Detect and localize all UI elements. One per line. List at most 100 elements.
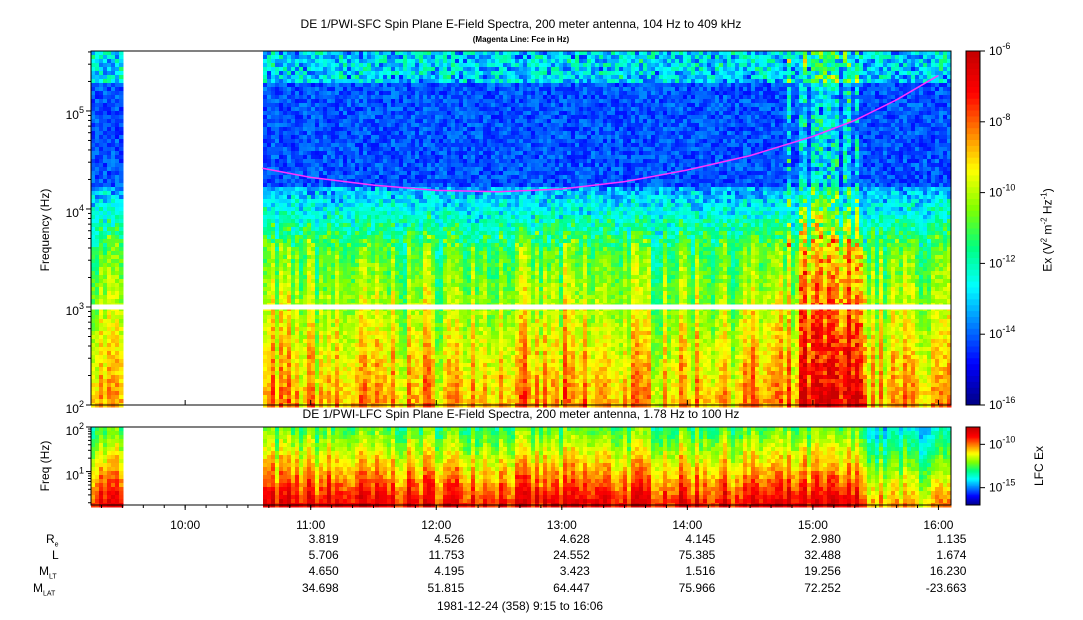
sfc-cell (859, 103, 864, 108)
sfc-cell (119, 99, 124, 104)
sfc-cell (555, 115, 560, 120)
sfc-cell (395, 139, 400, 144)
sfc-cell (547, 59, 552, 64)
sfc-cell (303, 143, 308, 148)
sfc-cell (595, 79, 600, 84)
sfc-cell (711, 111, 716, 116)
sfc-cell (707, 155, 712, 160)
sfc-cell (339, 55, 344, 60)
sfc-cell (299, 71, 304, 76)
sfc-cell (791, 87, 796, 92)
sfc-cell (339, 147, 344, 152)
sfc-cell (923, 67, 928, 72)
sfc-cell (583, 95, 588, 100)
sfc-cell (787, 151, 792, 156)
sfc-cell (643, 63, 648, 68)
sfc-cell (611, 67, 616, 72)
sfc-cell (427, 87, 432, 92)
sfc-cell (835, 99, 840, 104)
sfc-cell (919, 155, 924, 160)
sfc-cell (631, 151, 636, 156)
sfc-cell (903, 59, 908, 64)
sfc-cell (843, 63, 848, 68)
sfc-cell (443, 127, 448, 132)
sfc-cell (643, 115, 648, 120)
sfc-cell (931, 119, 936, 124)
sfc-cell (347, 67, 352, 72)
sfc-cell (679, 59, 684, 64)
sfc-cell (419, 103, 424, 108)
sfc-cell (295, 63, 300, 68)
sfc-cell (851, 139, 856, 144)
sfc-cell (463, 71, 468, 76)
sfc-cell (563, 51, 568, 56)
sfc-cell (363, 131, 368, 136)
sfc-cell (883, 79, 888, 84)
sfc-cell (803, 71, 808, 76)
sfc-cell (635, 143, 640, 148)
sfc-cell (791, 67, 796, 72)
sfc-cell (263, 71, 268, 76)
sfc-cell (315, 147, 320, 152)
sfc-cell (679, 71, 684, 76)
sfc-cell (263, 59, 268, 64)
sfc-cell (715, 95, 720, 100)
sfc-cell (467, 119, 472, 124)
sfc-cell (887, 115, 892, 120)
sfc-cell (607, 127, 612, 132)
sfc-cell (583, 99, 588, 104)
sfc-cell (811, 71, 816, 76)
sfc-cell (95, 159, 100, 164)
sfc-cell (679, 147, 684, 152)
sfc-cell (739, 127, 744, 132)
sfc-cell (567, 107, 572, 112)
sfc-cell (915, 91, 920, 96)
sfc-cell (799, 71, 804, 76)
sfc-cell (303, 139, 308, 144)
sfc-cell (355, 59, 360, 64)
sfc-cell (383, 123, 388, 128)
sfc-cell (859, 107, 864, 112)
sfc-cell (527, 103, 532, 108)
sfc-cell (911, 155, 916, 160)
sfc-cell (711, 135, 716, 140)
sfc-cell (783, 111, 788, 116)
sfc-cell (775, 71, 780, 76)
sfc-cell (659, 87, 664, 92)
sfc-cell (523, 75, 528, 80)
sfc-cell (579, 159, 584, 164)
sfc-cell (387, 159, 392, 164)
sfc-cell (291, 111, 296, 116)
sfc-cell (439, 79, 444, 84)
sfc-cell (847, 111, 852, 116)
sfc-cell (399, 131, 404, 136)
sfc-cell (607, 71, 612, 76)
sfc-cell (827, 127, 832, 132)
sfc-cell (943, 79, 948, 84)
sfc-cell (523, 91, 528, 96)
sfc-cell (739, 55, 744, 60)
sfc-cell (763, 135, 768, 140)
sfc-cell (611, 71, 616, 76)
sfc-cell (839, 135, 844, 140)
sfc-cell (635, 151, 640, 156)
sfc-cell (387, 79, 392, 84)
sfc-cell (279, 103, 284, 108)
sfc-cell (879, 115, 884, 120)
sfc-cell (523, 87, 528, 92)
sfc-cell (939, 143, 944, 148)
sfc-cell (451, 115, 456, 120)
sfc-cell (271, 123, 276, 128)
sfc-cell (331, 79, 336, 84)
sfc-cell (295, 75, 300, 80)
sfc-cell (271, 151, 276, 156)
sfc-cell (883, 119, 888, 124)
sfc-cell (303, 119, 308, 124)
sfc-cell (807, 71, 812, 76)
sfc-cell (103, 151, 108, 156)
sfc-cell (835, 151, 840, 156)
sfc-cell (295, 91, 300, 96)
sfc-cell (463, 103, 468, 108)
sfc-cell (311, 119, 316, 124)
sfc-cell (819, 135, 824, 140)
